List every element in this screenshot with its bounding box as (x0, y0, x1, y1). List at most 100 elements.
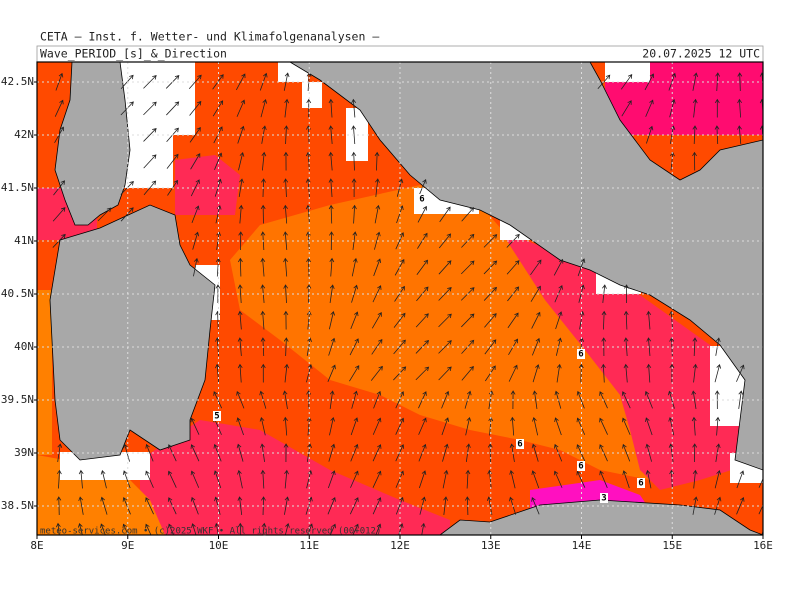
direction-arrow (166, 101, 180, 116)
direction-arrow (667, 390, 675, 409)
arrow-field (52, 72, 763, 535)
direction-arrow (486, 496, 493, 515)
direction-arrow (237, 125, 245, 144)
direction-arrow (327, 364, 336, 382)
direction-arrow (351, 151, 357, 171)
direction-arrow (236, 443, 244, 462)
direction-arrow (214, 522, 220, 535)
direction-arrow (645, 443, 652, 462)
direction-arrow (143, 128, 157, 142)
direction-arrow (238, 151, 245, 171)
direction-arrow (328, 443, 336, 462)
direction-arrow (328, 151, 334, 171)
direction-arrow (238, 257, 243, 277)
direction-arrow (373, 390, 382, 409)
direction-arrow (284, 496, 290, 515)
direction-arrow (349, 338, 359, 356)
direction-arrow (352, 204, 357, 224)
direction-arrow (465, 469, 471, 489)
direction-arrow (644, 73, 655, 91)
direction-arrow (191, 523, 197, 535)
lon-label: 8E (30, 539, 43, 552)
direction-arrow (714, 364, 722, 383)
direction-arrow (283, 125, 289, 145)
direction-arrow (645, 99, 654, 117)
direction-arrow (576, 417, 586, 435)
direction-arrow (646, 125, 654, 144)
direction-arrow (97, 207, 112, 222)
contour-label: 6 (578, 462, 583, 472)
direction-arrow (350, 417, 359, 436)
direction-arrow (622, 443, 631, 462)
direction-arrow (284, 469, 289, 489)
direction-arrow (122, 523, 129, 535)
contour-label: 3 (601, 494, 606, 504)
source-title: CETA — Inst. f. Wetter- und Klimafolgena… (40, 30, 379, 44)
direction-arrow (461, 366, 474, 381)
direction-arrow (351, 257, 358, 277)
direction-arrow (328, 178, 334, 198)
direction-arrow (236, 99, 246, 117)
direction-arrow (531, 496, 540, 515)
direction-arrow (441, 417, 450, 436)
contour-label-box (516, 439, 524, 449)
direction-arrow (621, 391, 631, 409)
direction-arrow (601, 363, 606, 383)
direction-arrow (668, 416, 675, 436)
direction-arrow (692, 151, 697, 171)
direction-arrow (143, 180, 157, 196)
direction-arrow (418, 417, 427, 435)
direction-arrow (372, 444, 382, 462)
direction-arrow (645, 417, 653, 436)
direction-arrow (465, 416, 472, 436)
direction-arrow (620, 74, 633, 90)
contour-label-box (600, 493, 608, 503)
direction-arrow (56, 469, 62, 489)
direction-arrow (532, 416, 539, 436)
direction-arrow (374, 151, 380, 171)
lon-label: 9E (121, 539, 134, 552)
direction-arrow (349, 497, 359, 515)
direction-arrow (395, 391, 405, 409)
direction-arrow (351, 178, 357, 198)
direction-arrow (395, 496, 404, 515)
direction-arrow (460, 260, 475, 275)
direction-arrow (691, 416, 697, 436)
direction-arrow (442, 443, 449, 462)
direction-arrow (190, 496, 199, 515)
direction-arrow (395, 417, 405, 435)
field-orange (230, 185, 660, 480)
lat-label: 40.5N (1, 287, 34, 300)
direction-arrow (555, 311, 563, 330)
direction-arrow (692, 98, 698, 118)
direction-arrow (100, 469, 107, 489)
direction-arrow (532, 390, 538, 409)
direction-arrow (190, 153, 201, 170)
direction-arrow (192, 231, 200, 250)
direction-arrow (350, 443, 359, 462)
contour-label-box (577, 349, 585, 359)
lon-label: 10E (209, 539, 229, 552)
direction-arrow (282, 390, 288, 409)
direction-arrow (483, 234, 498, 248)
direction-arrow (738, 390, 744, 409)
direction-arrow (622, 470, 630, 489)
lon-label: 12E (390, 539, 410, 552)
direction-arrow (351, 125, 357, 145)
direction-arrow (692, 337, 698, 357)
direction-arrow (329, 523, 336, 535)
direction-arrow (236, 417, 244, 436)
direction-arrow (531, 470, 540, 489)
direction-arrow (77, 523, 83, 535)
direction-arrow (306, 310, 312, 330)
direction-arrow (55, 522, 61, 535)
direction-arrow (576, 470, 586, 488)
direction-arrow (554, 417, 562, 436)
contour-label-box (418, 194, 426, 204)
direction-arrow (188, 74, 202, 89)
direction-arrow (215, 363, 220, 383)
direction-arrow (488, 390, 494, 409)
direction-arrow (328, 98, 334, 118)
lat-label: 41.5N (1, 181, 34, 194)
